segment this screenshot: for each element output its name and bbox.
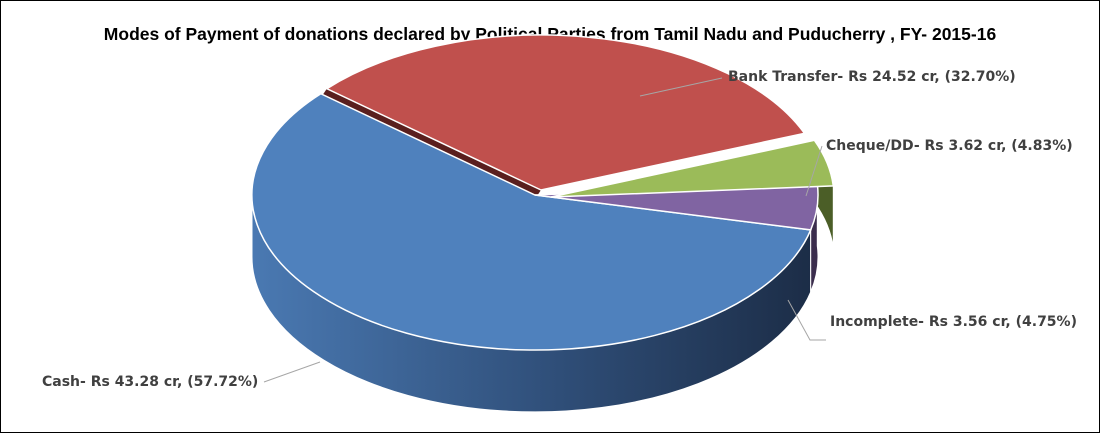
incomplete-leader-line: [787, 299, 826, 341]
cheque-label: Cheque/DD- Rs 3.62 cr, (4.83%): [826, 138, 1073, 154]
cash-label: Cash- Rs 43.28 cr, (57.72%): [42, 374, 258, 390]
incomplete-label: Incomplete- Rs 3.56 cr, (4.75%): [830, 314, 1077, 330]
bank-slice-wall: [322, 88, 541, 196]
bank-transfer-slice: [325, 34, 806, 191]
cash-slice: [251, 92, 812, 351]
bank-transfer-leader-line: [639, 77, 723, 97]
cash-leader-line: [263, 361, 321, 383]
cheque-leader-line: [805, 145, 823, 197]
cheque-slice: [550, 139, 835, 198]
bank-transfer-label: Bank Transfer- Rs 24.52 cr, (32.70%): [728, 69, 1016, 85]
chart-title: Modes of Payment of donations declared b…: [104, 24, 997, 44]
